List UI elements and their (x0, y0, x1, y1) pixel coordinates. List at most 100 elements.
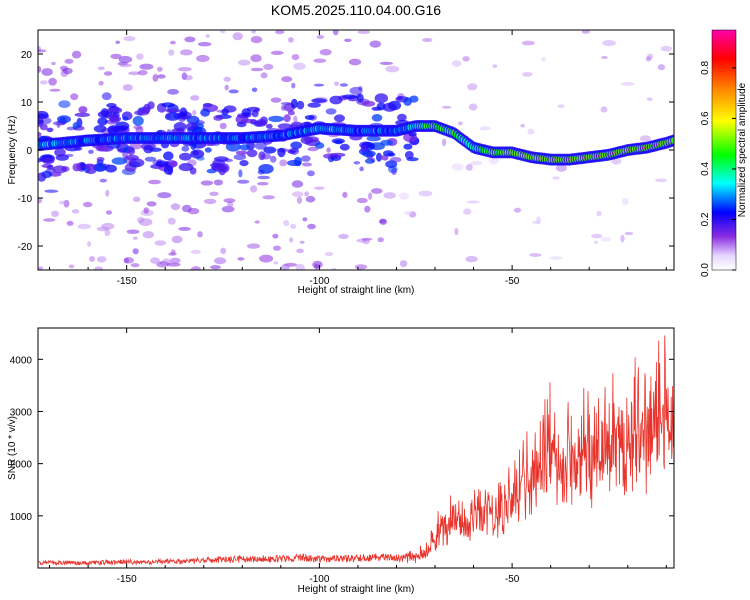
spectrogram-noise-blob (181, 145, 190, 152)
spectrogram-band-blob (178, 163, 194, 172)
colorbar-gradient (712, 30, 736, 270)
spectrogram-band-blob (170, 160, 178, 167)
colorbar: 0.0 0.2 0.4 0.6 0.8 Normalized spectral ampli… (700, 29, 748, 277)
spectrogram-noise-blob (383, 192, 396, 199)
spectrogram-noise-blob (557, 104, 565, 108)
spectrogram-band-blob (236, 121, 247, 128)
spectrogram-band-blob (287, 110, 295, 116)
spectrogram-band-blob (128, 158, 145, 168)
spectrogram-noise-blob (325, 108, 337, 115)
spectrogram-band-blob (397, 113, 407, 122)
spectrogram-noise-blob (332, 30, 339, 36)
spectrogram-band-blob (127, 147, 136, 156)
spectrogram-noise-blob (468, 103, 478, 111)
spectrogram-noise-blob (38, 49, 47, 53)
spectrogram-band-blob (38, 119, 44, 125)
spectrogram-noise-blob (68, 264, 75, 269)
spectrogram-noise-blob (190, 95, 200, 101)
x-tick-label: -50 (505, 574, 520, 585)
spectrogram-panel: -150 -100 -50 20 10 0 -10 -20 Height of straight… (7, 29, 675, 296)
spectrogram-noise-blob (118, 55, 133, 64)
spectrogram-noise-blob (520, 123, 525, 128)
spectrogram-band-blob (86, 168, 97, 175)
spectrogram-noise-blob (283, 220, 290, 227)
spectrogram-noise-blob (138, 69, 148, 76)
y-tick-label: 4000 (10, 355, 33, 366)
spectrogram-band-blob (225, 141, 241, 152)
spectrogram-band-blob (96, 157, 105, 162)
spectrogram-noise-blob (135, 126, 144, 134)
spectrogram-noise-blob (166, 262, 181, 267)
spectrogram-noise-blob (422, 38, 433, 42)
spectrogram-noise-blob (70, 93, 79, 101)
spectrogram-noise-blob (170, 40, 176, 45)
spectrogram-band-blob (268, 115, 284, 123)
spectrogram-noise-blob (238, 59, 251, 66)
x-tick-label: -50 (505, 276, 520, 287)
spectrogram-noise-blob (232, 32, 243, 41)
spectrogram-noise-blob (115, 40, 120, 44)
chart-title: KOM5.2025.110.04.00.G16 (270, 2, 442, 18)
spectrogram-noise-blob (143, 207, 149, 214)
colorbar-tick-label: 0.8 (700, 61, 711, 75)
spectrogram-noise-blob (259, 254, 274, 263)
colorbar-tick-label: 0.4 (700, 162, 711, 176)
spectrogram-noise-blob (621, 197, 629, 206)
spectrogram-noise-blob (291, 54, 300, 61)
spectrogram-noise-blob (38, 197, 43, 204)
spectrogram-noise-blob (639, 135, 651, 142)
spectrogram-band-blob (97, 110, 113, 119)
spectrogram-noise-blob (220, 30, 226, 34)
spectrogram-noise-blob (326, 147, 331, 153)
spectrogram-noise-blob (99, 178, 107, 183)
spectrogram-band-blob (179, 107, 188, 118)
spectrogram-noise-blob (342, 191, 348, 198)
spectrogram-band-blob (223, 105, 237, 113)
spectrogram-band-blob (143, 144, 154, 154)
spectrogram-noise-blob (103, 71, 113, 76)
spectrogram-noise-blob (466, 200, 480, 204)
spectrogram-noise-blob (270, 97, 282, 103)
spectrogram-noise-blob (314, 186, 325, 190)
spectrogram-band-blob (93, 162, 107, 172)
spectrogram-noise-blob (646, 97, 653, 101)
spectrogram-band-blob (376, 152, 382, 162)
spectrogram-noise-blob (39, 80, 48, 85)
spectrogram-noise-blob (38, 266, 44, 270)
spectrogram-band-blob (382, 150, 394, 157)
colorbar-tick-label: 0.6 (700, 111, 711, 125)
spectrogram-noise-blob (96, 256, 107, 263)
spectrogram-band-blob (52, 165, 67, 174)
spectrogram-noise-blob (94, 266, 104, 270)
spectrogram-noise-blob (319, 49, 332, 56)
spectrogram-noise-blob (219, 122, 227, 130)
spectrogram-noise-blob (262, 195, 276, 200)
y-tick-label: 20 (21, 50, 33, 61)
spectrogram-noise-blob (281, 263, 290, 270)
spectrogram-noise-blob (223, 198, 236, 204)
spectrogram-noise-blob (119, 63, 132, 68)
spectrogram-noise-blob (89, 256, 95, 262)
spectrogram-noise-blob (361, 237, 373, 241)
spectrogram-band-blob (84, 163, 96, 170)
spectrogram-noise-blob (110, 53, 122, 60)
spectrogram-noise-blob (263, 63, 274, 70)
spectrogram-noise-blob (645, 56, 652, 62)
spectrogram-band-blob (380, 139, 393, 146)
spectrogram-noise-blob (104, 229, 111, 237)
spectrogram-noise-blob (200, 180, 214, 186)
spectrogram-noise-blob (594, 240, 598, 244)
spectrogram-noise-blob (220, 247, 227, 255)
spectrogram-noise-blob (279, 159, 288, 167)
spectrogram-noise-blob (290, 223, 297, 229)
spectrogram-noise-blob (288, 37, 294, 43)
spectrogram-noise-blob (250, 185, 258, 193)
spectrogram-band-blob (161, 102, 175, 108)
spectrogram-band-blob (200, 108, 211, 117)
spectrogram-noise-blob (237, 179, 250, 184)
spectrogram-noise-blob (269, 155, 277, 163)
spectrogram-noise-blob (334, 81, 339, 87)
spectrogram-noise-blob (190, 266, 202, 270)
spectrogram-noise-blob (41, 68, 53, 76)
spectrogram-noise-blob (49, 88, 61, 92)
